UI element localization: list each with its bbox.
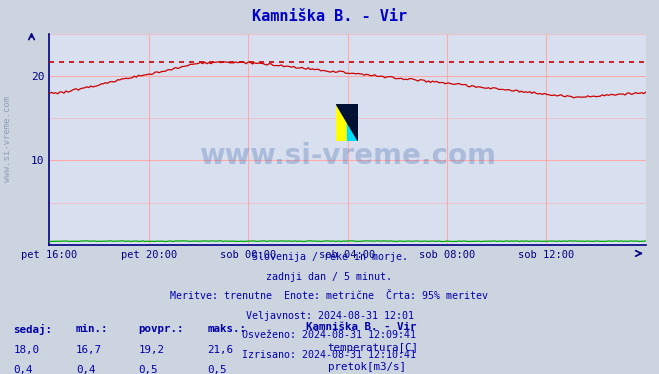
Text: Osveženo: 2024-08-31 12:09:41: Osveženo: 2024-08-31 12:09:41 [243,330,416,340]
Text: sedaj:: sedaj: [13,324,52,334]
Text: 0,5: 0,5 [208,365,227,374]
Text: 0,5: 0,5 [138,365,158,374]
Text: Kamniška B. - Vir: Kamniška B. - Vir [306,322,417,332]
Text: 19,2: 19,2 [138,345,164,355]
Text: 0,4: 0,4 [76,365,96,374]
Text: Slovenija / reke in morje.: Slovenija / reke in morje. [252,252,407,263]
Text: www.si-vreme.com: www.si-vreme.com [3,96,13,182]
Text: 18,0: 18,0 [13,345,39,355]
Text: temperatura[C]: temperatura[C] [328,343,418,353]
Text: Meritve: trenutne  Enote: metrične  Črta: 95% meritev: Meritve: trenutne Enote: metrične Črta: … [171,291,488,301]
Text: 0,4: 0,4 [13,365,33,374]
Text: pretok[m3/s]: pretok[m3/s] [328,362,405,372]
Text: zadnji dan / 5 minut.: zadnji dan / 5 minut. [266,272,393,282]
Text: 16,7: 16,7 [76,345,101,355]
Text: Veljavnost: 2024-08-31 12:01: Veljavnost: 2024-08-31 12:01 [246,311,413,321]
Text: Izrisano: 2024-08-31 12:10:41: Izrisano: 2024-08-31 12:10:41 [243,350,416,360]
Text: 21,6: 21,6 [208,345,233,355]
Text: min.:: min.: [76,324,108,334]
Text: povpr.:: povpr.: [138,324,184,334]
Polygon shape [335,104,358,141]
Bar [347,104,358,141]
Bar [335,104,347,141]
Text: maks.:: maks.: [208,324,246,334]
Text: Kamniška B. - Vir: Kamniška B. - Vir [252,9,407,24]
Text: www.si-vreme.com: www.si-vreme.com [199,142,496,170]
